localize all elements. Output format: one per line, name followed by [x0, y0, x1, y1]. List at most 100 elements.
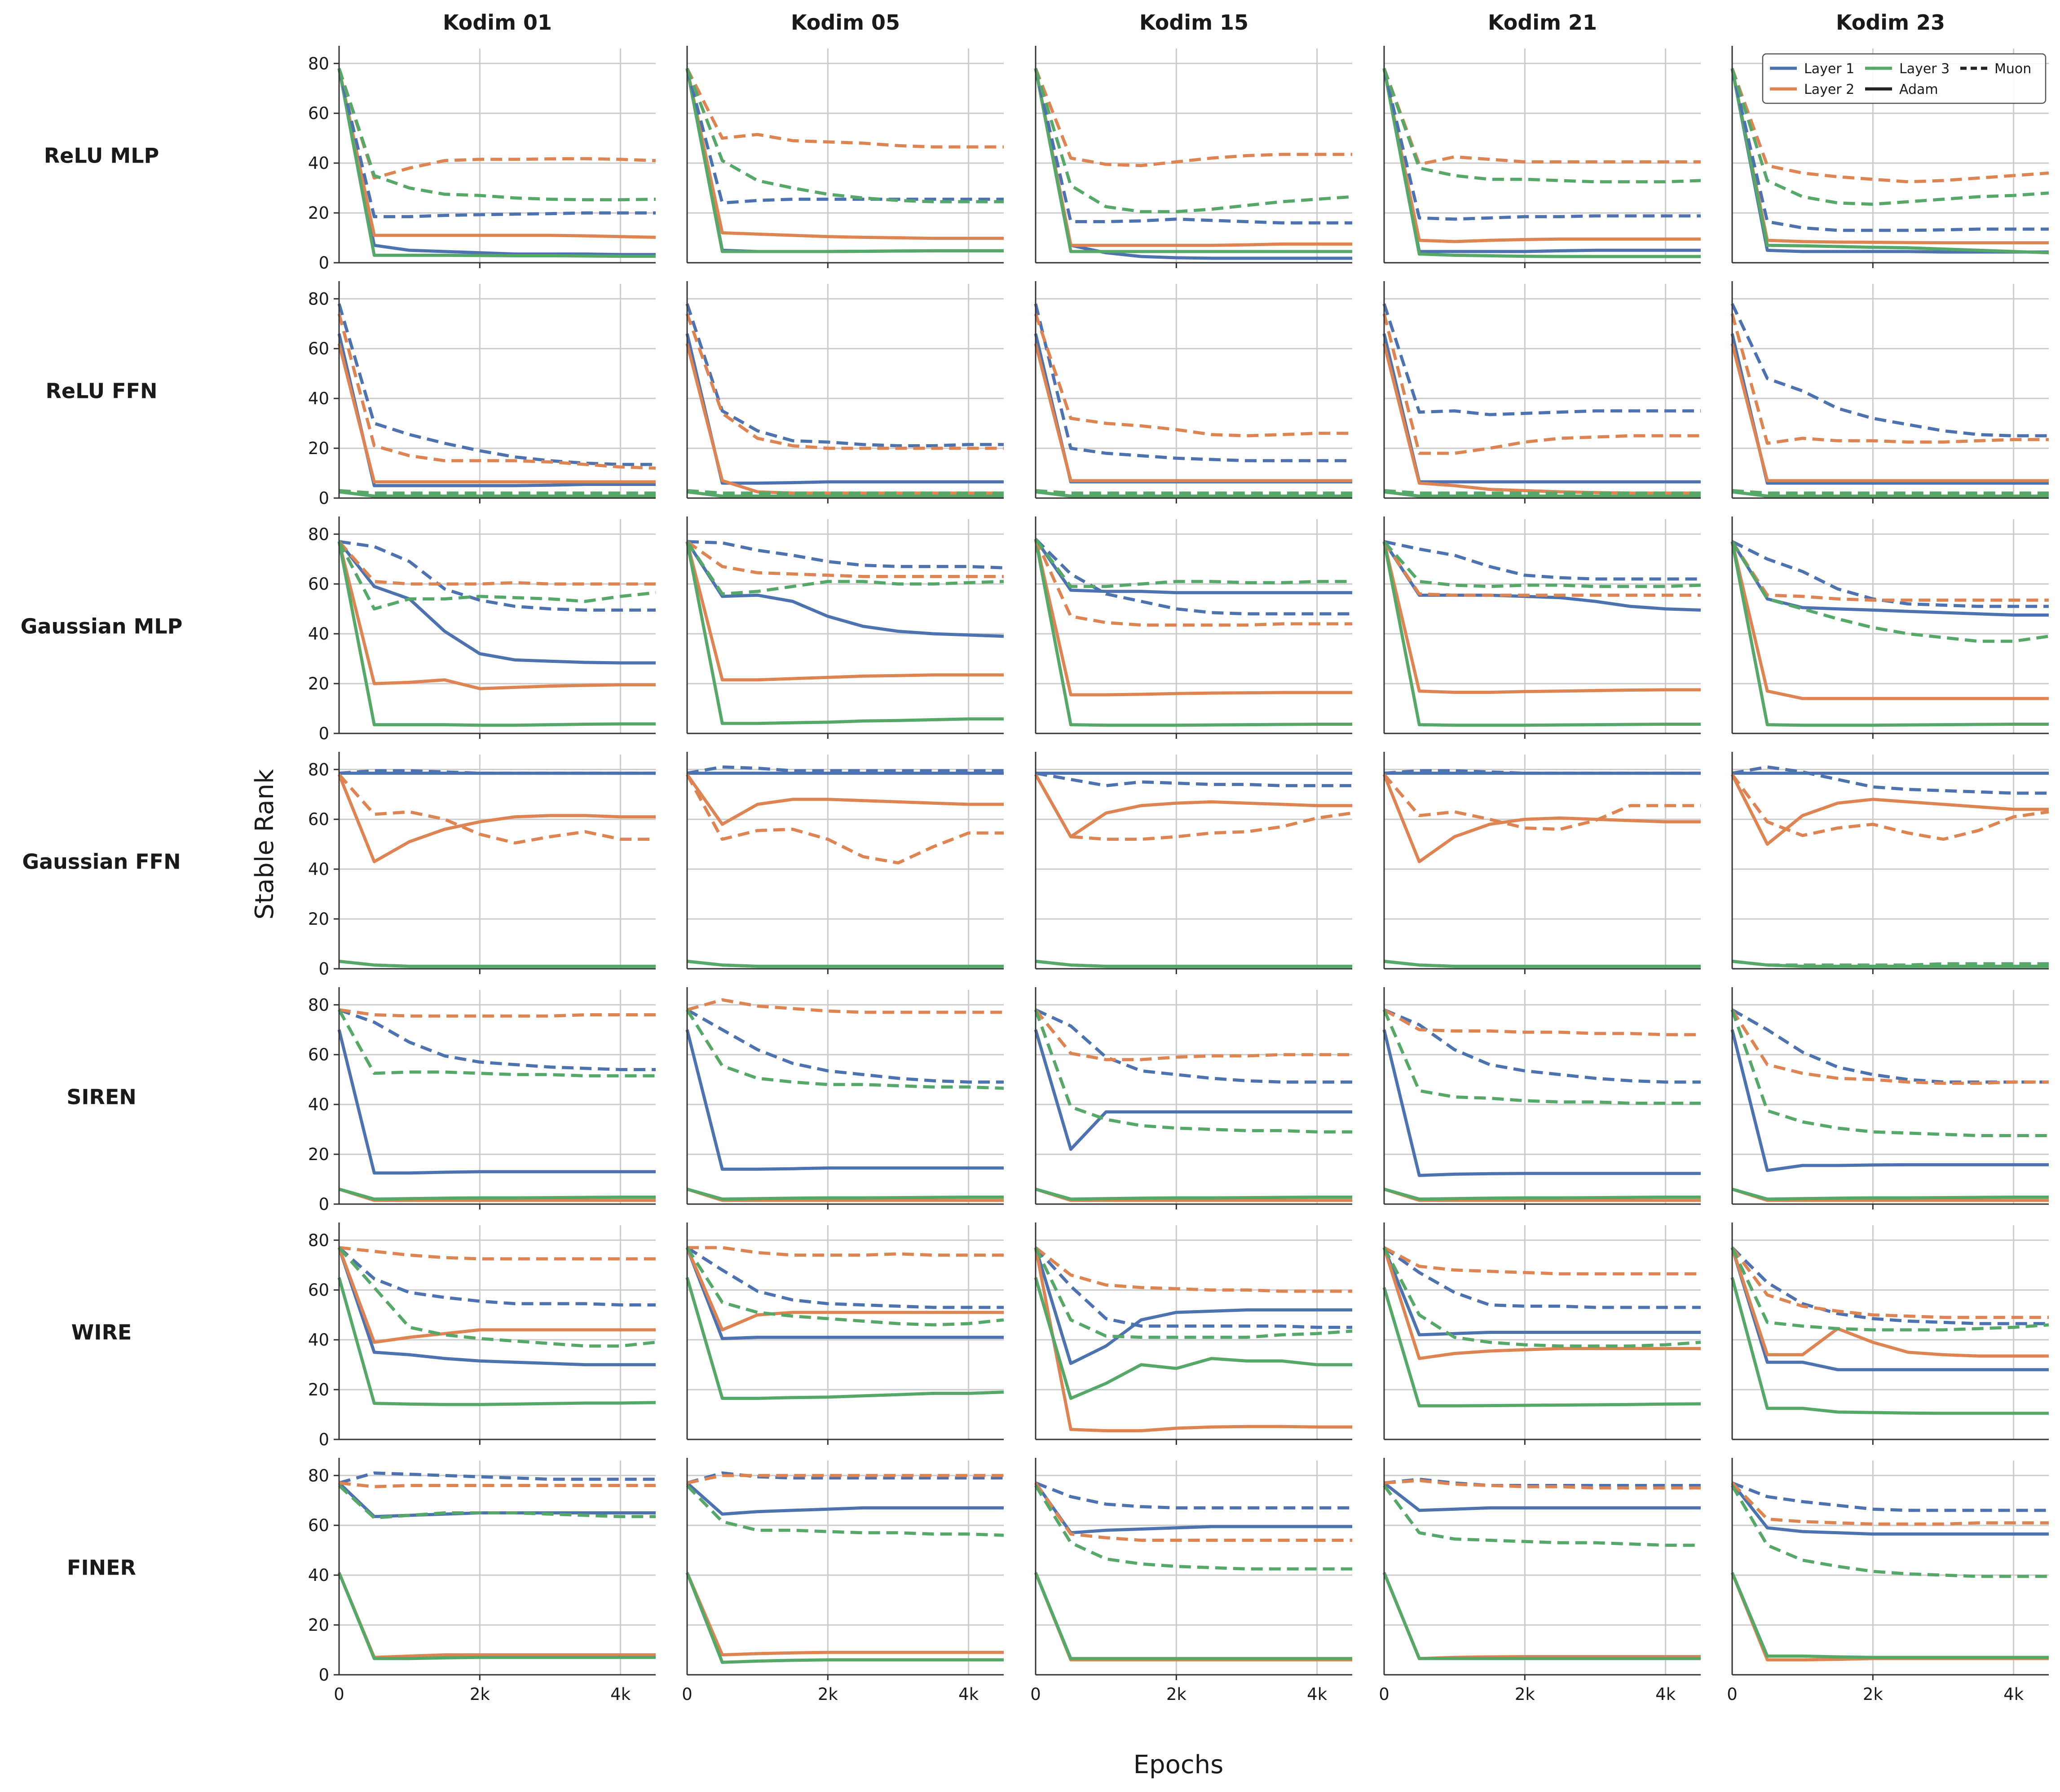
series-layer-3-adam — [1382, 1572, 1701, 1660]
x-tick-label: 2k — [818, 1685, 838, 1704]
series-layer-2-adam — [337, 1247, 656, 1344]
series-layer-3-adam — [337, 1572, 656, 1660]
series-layer-2-muon — [687, 1246, 1004, 1257]
y-tick-label: 0 — [318, 1430, 329, 1449]
series-layer-1-adam — [685, 1029, 1004, 1171]
panel-gaussian-ffn-kodim-05 — [685, 752, 1004, 974]
x-tick-label: 2k — [1515, 1685, 1535, 1704]
series-layer-3-muon — [1730, 1484, 2049, 1578]
series-layer-2-muon — [1731, 1482, 2049, 1526]
y-tick-label: 0 — [318, 1665, 329, 1685]
series-layer-2-adam — [1034, 773, 1352, 839]
panel-relu-mlp-kodim-15 — [1034, 46, 1353, 268]
panel-relu-mlp-kodim-01: 0 20 40 60 80 — [308, 46, 656, 273]
legend-label: Layer 2 — [1804, 82, 1854, 97]
series-layer-3-muon — [1034, 68, 1353, 213]
series-layer-2-adam — [1730, 773, 2049, 846]
panel-siren-kodim-01: 0 20 40 60 80 — [308, 987, 656, 1214]
series-layer-3-adam — [687, 959, 1004, 968]
panel-siren-kodim-23 — [1730, 987, 2049, 1209]
column-title-kodim-15: Kodim 15 — [1139, 10, 1248, 35]
panel-gaussian-mlp-kodim-23 — [1730, 516, 2049, 739]
legend-label: Adam — [1899, 82, 1938, 97]
series-layer-1-muon — [1730, 68, 2049, 232]
series-layer-1-muon — [1731, 1481, 2049, 1512]
series-layer-2-muon — [1731, 773, 2049, 841]
y-tick-label: 60 — [308, 1280, 329, 1300]
x-tick-label: 4k — [1655, 1685, 1676, 1704]
series-layer-2-adam — [685, 1247, 1004, 1332]
series-layer-2-muon — [1730, 68, 2049, 184]
panel-gaussian-mlp-kodim-05 — [685, 516, 1004, 739]
series-layer-2-adam — [685, 68, 1004, 240]
legend-frame — [1762, 53, 2047, 104]
row-title-finer: FINER — [67, 1556, 136, 1580]
panel-wire-kodim-05 — [685, 1223, 1004, 1445]
row-title-wire: WIRE — [71, 1320, 132, 1345]
series-layer-3-adam — [1035, 490, 1352, 498]
series-layer-3-muon — [1731, 541, 2049, 643]
series-layer-2-muon — [1382, 68, 1701, 166]
y-tick-label: 80 — [308, 525, 329, 544]
series-layer-3-adam — [1732, 959, 2049, 968]
series-layer-3-adam — [1384, 1187, 1701, 1201]
series-layer-3-muon — [337, 541, 656, 611]
series-layer-2-muon — [338, 540, 656, 586]
series-layer-3-adam — [1730, 68, 2049, 255]
x-tick-label: 2k — [470, 1685, 490, 1704]
series-layer-3-muon — [686, 1247, 1004, 1327]
series-layer-3-muon — [686, 1009, 1004, 1090]
series-layer-1-muon — [338, 1246, 656, 1306]
y-tick-label: 60 — [308, 104, 329, 123]
series-layer-3-muon — [1732, 489, 2049, 495]
panel-finer-kodim-01: 0 20 40 60 80 0 2k 4k — [308, 1458, 656, 1704]
series-layer-2-muon — [686, 540, 1004, 578]
series-layer-3-muon — [337, 1009, 656, 1077]
series-layer-2-muon — [1383, 773, 1701, 831]
series-layer-3-muon — [338, 1246, 656, 1348]
y-tick-label: 40 — [308, 389, 329, 408]
series-layer-1-muon — [687, 1471, 1004, 1485]
row-title-gaussian-ffn: Gaussian FFN — [22, 850, 181, 874]
series-layer-1-adam — [1382, 1247, 1701, 1337]
series-layer-3-muon — [686, 1484, 1004, 1537]
series-layer-1-muon — [1034, 303, 1352, 463]
panel-gaussian-ffn-kodim-21 — [1382, 752, 1701, 974]
series-layer-1-adam — [1730, 1247, 2049, 1372]
row-title-relu-mlp: ReLU MLP — [44, 144, 159, 168]
series-layer-3-muon — [1034, 538, 1352, 588]
series-layer-2-adam — [1382, 1572, 1701, 1660]
series-layer-1-muon — [1383, 1008, 1701, 1084]
series-layer-1-muon — [1035, 1481, 1352, 1510]
x-tick-label: 4k — [610, 1685, 631, 1704]
series-layer-3-adam — [1730, 1277, 2049, 1415]
y-tick-label: 20 — [308, 909, 329, 929]
series-layer-3-adam — [1382, 1287, 1701, 1408]
series-layer-1-adam — [686, 1482, 1004, 1516]
series-layer-1-muon — [1732, 765, 2049, 795]
series-layer-3-muon — [1382, 1247, 1701, 1348]
series-layer-1-adam — [1382, 68, 1701, 253]
series-layer-1-adam — [1731, 1482, 2049, 1536]
y-tick-label: 80 — [308, 289, 329, 309]
series-layer-1-muon — [1730, 303, 2049, 437]
legend-label: Layer 1 — [1804, 61, 1854, 77]
series-layer-1-muon — [337, 68, 656, 218]
y-tick-label: 40 — [308, 154, 329, 173]
series-layer-2-adam — [1034, 1247, 1352, 1433]
column-title-kodim-23: Kodim 23 — [1836, 10, 1945, 35]
row-title-gaussian-mlp: Gaussian MLP — [21, 614, 183, 639]
y-tick-label: 0 — [318, 959, 329, 979]
row-titles: ReLU MLP ReLU FFN Gaussian MLP Gaussian FFN… — [21, 144, 183, 1580]
series-layer-3-adam — [1034, 1572, 1352, 1660]
series-layer-1-adam — [1034, 1029, 1352, 1151]
series-layer-3-muon — [1035, 489, 1352, 495]
y-tick-label: 20 — [308, 1145, 329, 1164]
row-title-relu-ffn: ReLU FFN — [45, 379, 157, 403]
series-layer-1-muon — [685, 303, 1004, 447]
x-tick-label: 0 — [1030, 1685, 1041, 1704]
series-layer-3-adam — [687, 490, 1004, 498]
series-layer-3-muon — [1383, 1484, 1701, 1547]
series-layer-3-adam — [685, 1572, 1004, 1664]
panel-relu-mlp-kodim-05 — [685, 46, 1004, 268]
